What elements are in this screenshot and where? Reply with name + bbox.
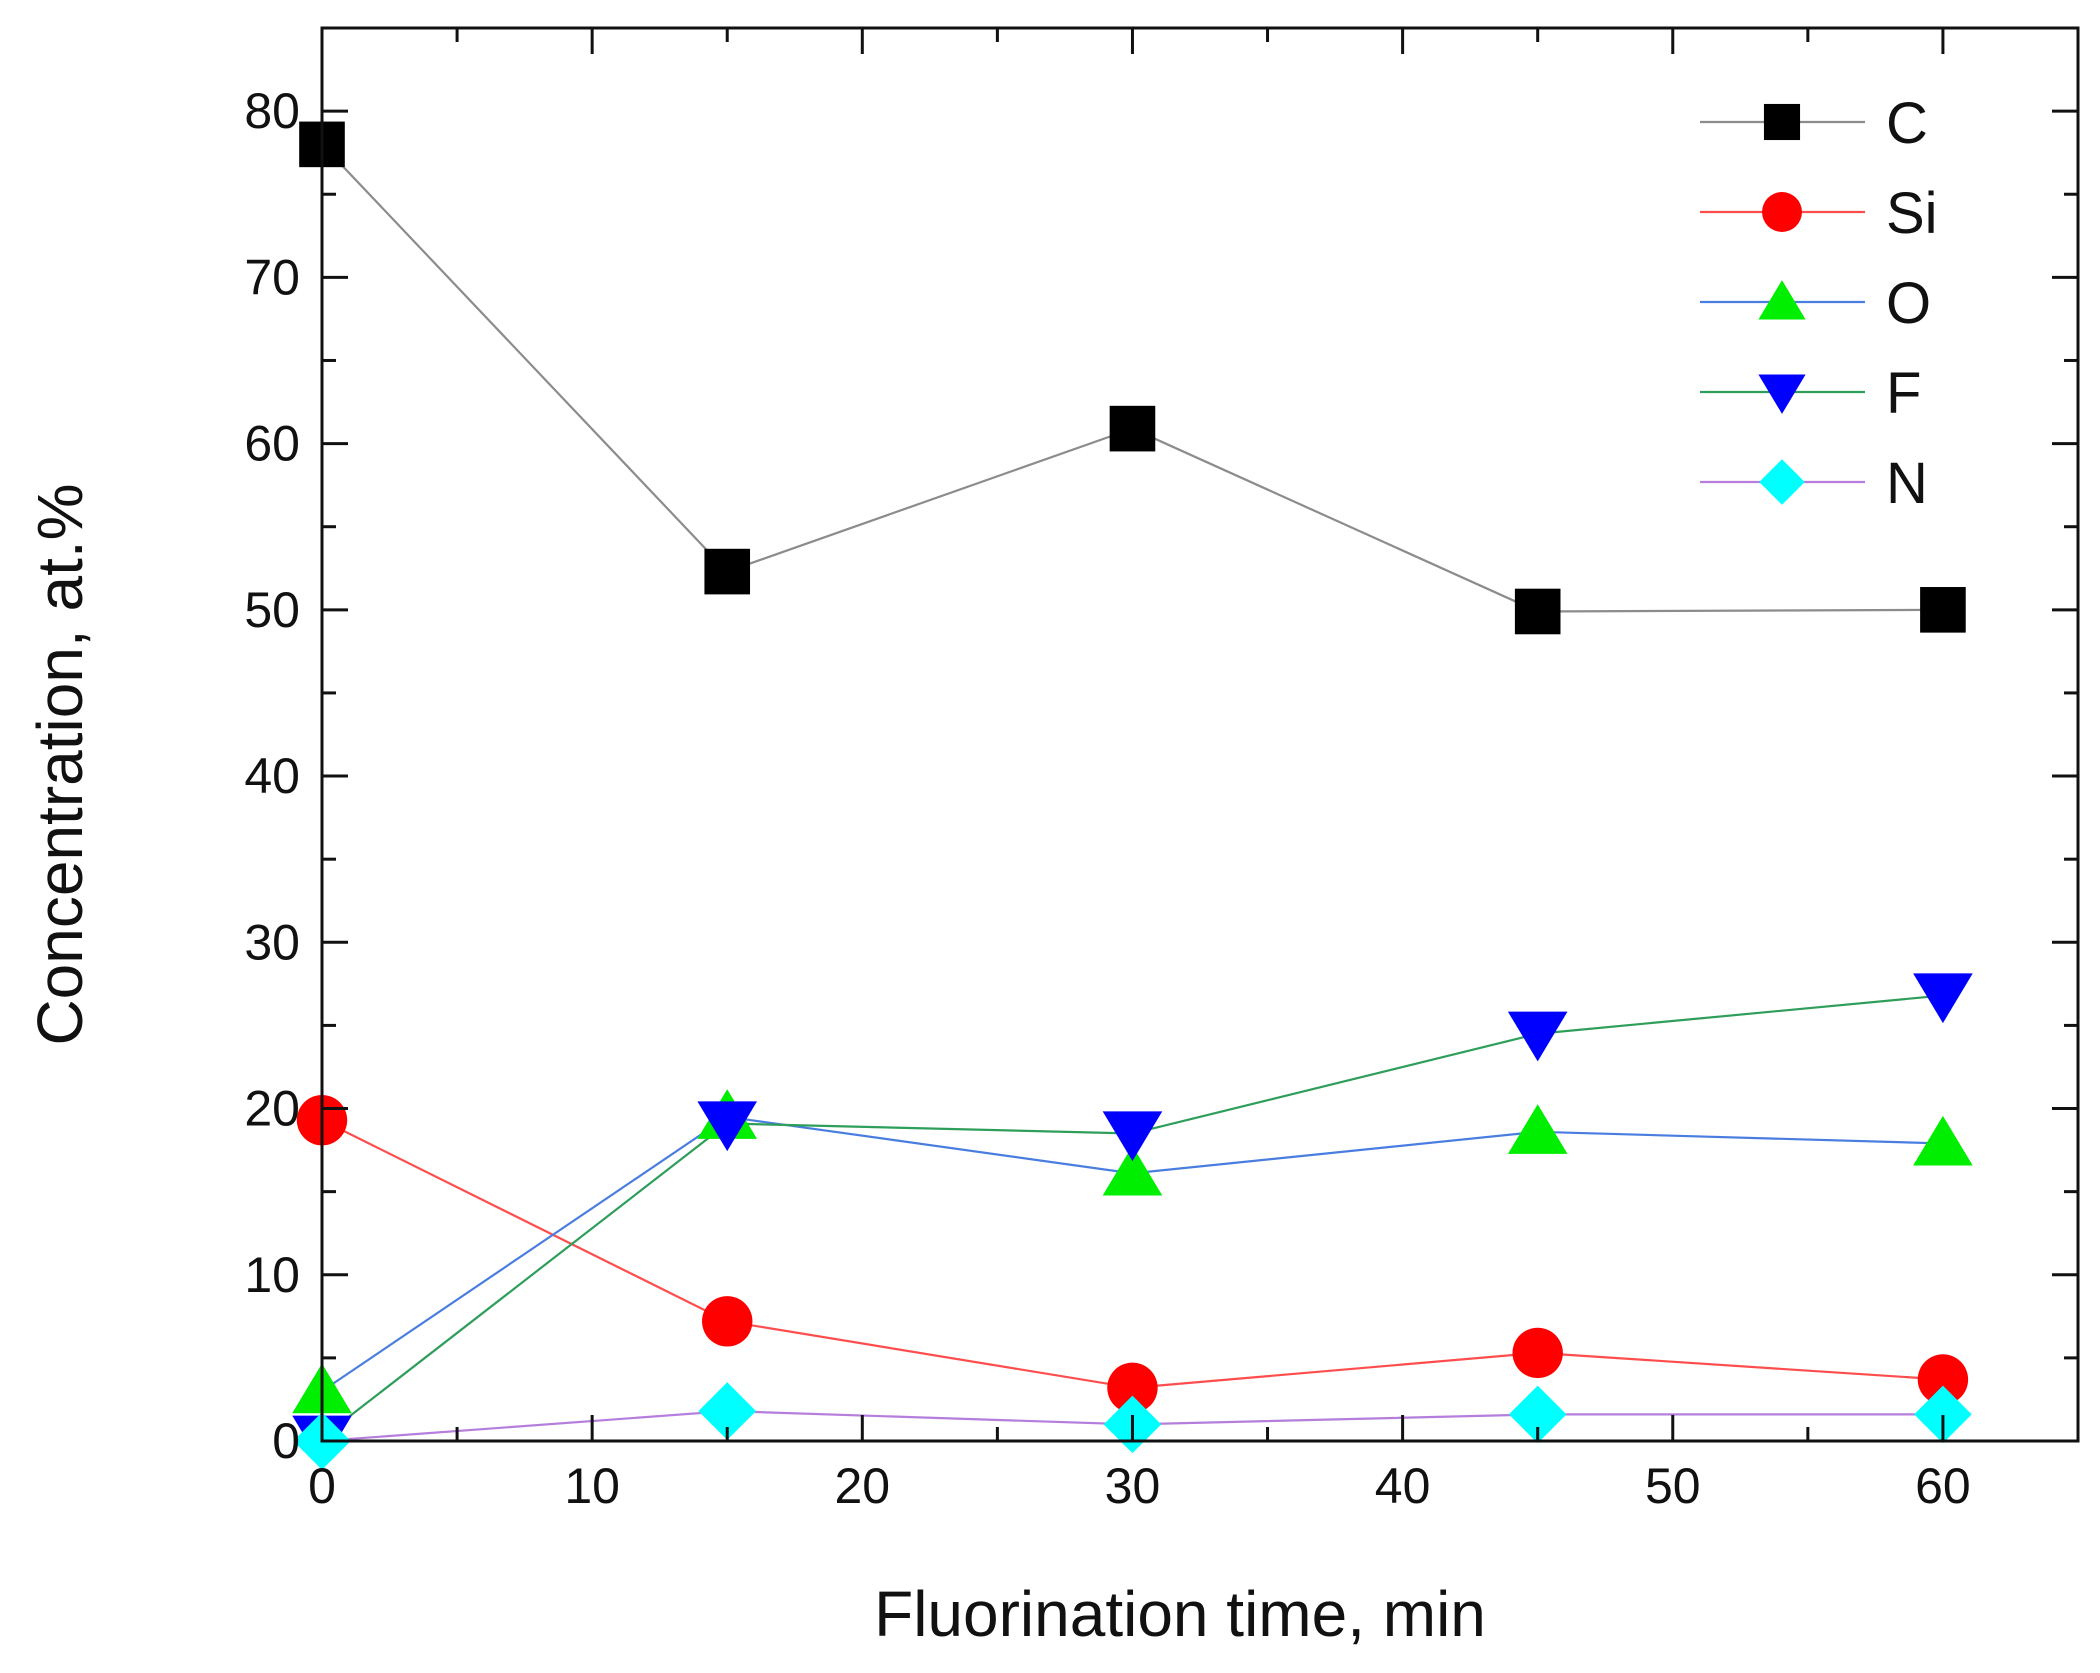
data-point-f [1913,973,1973,1024]
y-tick-label: 70 [244,249,300,305]
legend-label-o: O [1886,271,1931,336]
legend-label-f: F [1886,361,1921,426]
legend-label-n: N [1886,451,1928,516]
series-layer [292,121,1973,1470]
y-tick-label: 50 [244,582,300,638]
data-point-c [704,548,751,595]
data-point-o [1102,1145,1163,1196]
data-point-si [1917,1354,1969,1405]
x-axis-title: Fluorination time, min [874,1578,1486,1650]
y-tick-label: 80 [244,83,300,139]
legend-marker-si [1762,192,1802,232]
data-point-f [1507,1011,1568,1062]
axes: 0 10 20 30 40 50 60 0 10 20 30 40 50 60 70 80 [244,28,2078,1514]
data-point-n [698,1382,757,1440]
y-axis-title: Concentration, at.% [24,483,96,1045]
series-line-c [321,143,1943,613]
x-tick-label: 10 [564,1458,620,1514]
data-point-si [1107,1362,1158,1414]
y-tick-label: 60 [244,416,300,472]
legend-marker-c [1763,103,1801,141]
x-tick-label: 20 [834,1458,890,1514]
data-point-n [1914,1385,1972,1444]
x-tick-label: 60 [1915,1458,1971,1514]
data-point-si [1512,1327,1563,1379]
y-tick-label: 30 [244,914,300,970]
data-point-o [1913,1115,1973,1166]
data-point-c [1514,588,1561,635]
x-tick-label: 50 [1645,1458,1701,1514]
data-point-c [1920,587,1966,633]
legend-label-c: C [1886,91,1928,156]
data-point-c [1109,405,1156,452]
y-tick-label: 40 [244,748,300,804]
data-point-f [697,1101,758,1152]
y-tick-label: 20 [244,1081,300,1137]
legend: C Si OFN [1700,91,1938,516]
x-tick-label: 0 [308,1458,336,1514]
legend-marker-f [1758,374,1806,414]
plot-frame [320,26,2080,1443]
legend-marker-n [1759,459,1805,505]
legend-marker-o [1758,280,1806,320]
x-tick-label: 30 [1105,1458,1161,1514]
data-point-n [1508,1385,1567,1444]
y-tick-label: 10 [244,1247,300,1303]
x-tick-label: 40 [1375,1458,1431,1514]
legend-label-si: Si [1886,181,1938,246]
y-tick-label: 0 [272,1413,300,1469]
data-point-o [1507,1104,1568,1154]
data-point-si [702,1296,753,1347]
data-point-f [1102,1111,1163,1162]
